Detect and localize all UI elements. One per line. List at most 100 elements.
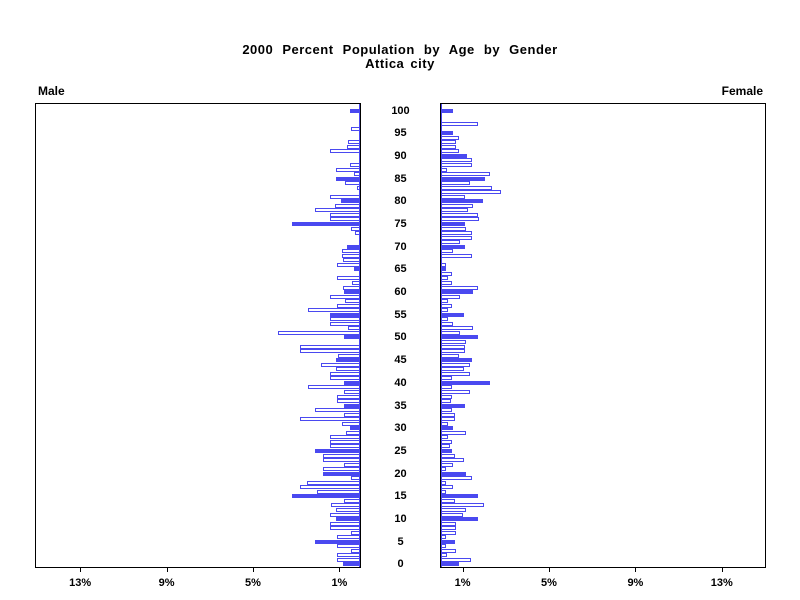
female-pct-tick-mark-1 [463,568,464,572]
female-pct-tick-mark-9 [635,568,636,572]
male-bar-age-9 [330,521,360,526]
male-bar-age-80 [341,199,360,204]
male-bar-age-16 [317,489,360,494]
female-bar-age-39 [441,385,452,390]
female-bar-age-62 [441,281,452,285]
female-bar-age-73 [441,231,472,236]
female-bar-age-23 [441,458,464,462]
male-bar-age-76 [330,217,360,222]
male-bar-age-52 [348,326,360,331]
age-tick-label-60: 60 [394,286,407,299]
female-bar-age-79 [441,203,473,208]
male-bar-age-17 [300,485,360,490]
female-bar-age-5 [441,539,455,544]
male-bar-age-79 [335,203,360,208]
female-bar-age-58 [441,299,448,304]
male-bar-age-6 [337,535,360,540]
female-bar-age-12 [441,507,466,512]
female-bar-age-17 [441,485,453,490]
male-bar-age-43 [336,367,360,372]
male-bar-age-2 [337,553,360,558]
male-bar-age-92 [347,144,360,149]
female-pct-tick-label-13: 13% [710,577,733,589]
age-tick-label-20: 20 [394,467,407,480]
female-bar-age-86 [441,172,490,176]
male-bar-age-45 [336,358,360,363]
female-bar-age-30 [441,426,453,431]
male-bar-age-59 [330,294,360,299]
male-bar-age-19 [351,476,360,481]
female-plot-area [440,103,766,568]
male-pct-tick-mark-13 [80,568,81,572]
female-bar-age-55 [441,312,464,317]
male-pct-tick-mark-9 [167,568,168,572]
female-bar-age-16 [441,489,446,494]
female-bar-age-25 [441,448,452,453]
female-bar-age-89 [441,158,472,163]
male-bar-age-27 [330,439,360,444]
age-tick-label-85: 85 [394,172,407,185]
male-bar-age-18 [307,480,360,485]
male-bar-age-11 [330,512,360,517]
age-tick-label-75: 75 [394,218,407,230]
male-bar-age-81 [330,194,360,199]
male-bar-age-86 [354,172,360,176]
male-bar-age-23 [323,458,360,462]
male-bar-age-66 [337,262,360,267]
male-bar-age-78 [315,208,360,213]
female-bar-age-83 [441,185,492,190]
male-pct-tick-mark-1 [339,568,340,572]
male-pct-tick-label-1: 1% [331,577,348,589]
female-bar-age-64 [441,271,452,276]
male-bar-age-22 [344,462,360,467]
male-bar-age-70 [347,244,360,249]
male-bar-age-44 [321,362,360,367]
female-bar-age-63 [441,276,448,281]
male-bar-age-7 [351,530,360,535]
male-bar-age-0 [343,562,360,567]
female-bar-age-70 [441,244,465,249]
female-bar-age-78 [441,208,468,213]
female-bar-age-21 [441,467,446,472]
age-tick-label-100: 100 [391,104,410,117]
female-bar-age-35 [441,403,465,408]
female-bar-age-59 [441,294,460,299]
male-bar-age-13 [331,503,360,508]
age-tick-label-90: 90 [394,149,407,162]
female-bar-age-1 [441,557,471,562]
age-tick-label-0: 0 [397,558,404,571]
female-bar-age-26 [441,444,450,449]
male-bar-age-61 [343,285,360,290]
male-panel-label: Male [38,84,65,98]
female-bar-age-2 [441,553,447,558]
male-bar-age-29 [346,430,360,435]
female-bar-age-92 [441,144,456,149]
female-bar-age-45 [441,358,472,363]
female-bar-age-32 [441,417,455,422]
male-bar-age-58 [345,299,360,304]
age-tick-label-10: 10 [394,513,407,525]
male-bar-age-65 [354,267,360,272]
female-bar-age-41 [441,376,452,381]
female-bar-age-65 [441,267,446,272]
male-bar-age-87 [336,167,360,172]
female-bar-age-33 [441,412,455,417]
male-bar-age-50 [344,335,360,340]
female-pct-tick-mark-5 [549,568,550,572]
male-bar-age-67 [343,258,360,263]
female-bar-age-7 [441,530,456,535]
male-bar-age-53 [330,321,360,326]
female-bar-age-68 [441,253,472,258]
female-bar-age-77 [441,212,478,217]
female-bar-age-14 [441,498,455,503]
female-bar-age-74 [441,226,466,231]
male-bar-age-5 [315,539,360,544]
male-plot-area [35,103,361,568]
male-bar-age-42 [330,371,360,376]
female-bar-age-42 [441,371,470,376]
male-bar-age-31 [342,421,360,426]
male-bar-age-96 [351,126,360,131]
female-pct-tick-label-5: 5% [541,577,557,589]
age-tick-label-50: 50 [394,331,407,344]
female-pct-tick-label-9: 9% [627,577,644,589]
